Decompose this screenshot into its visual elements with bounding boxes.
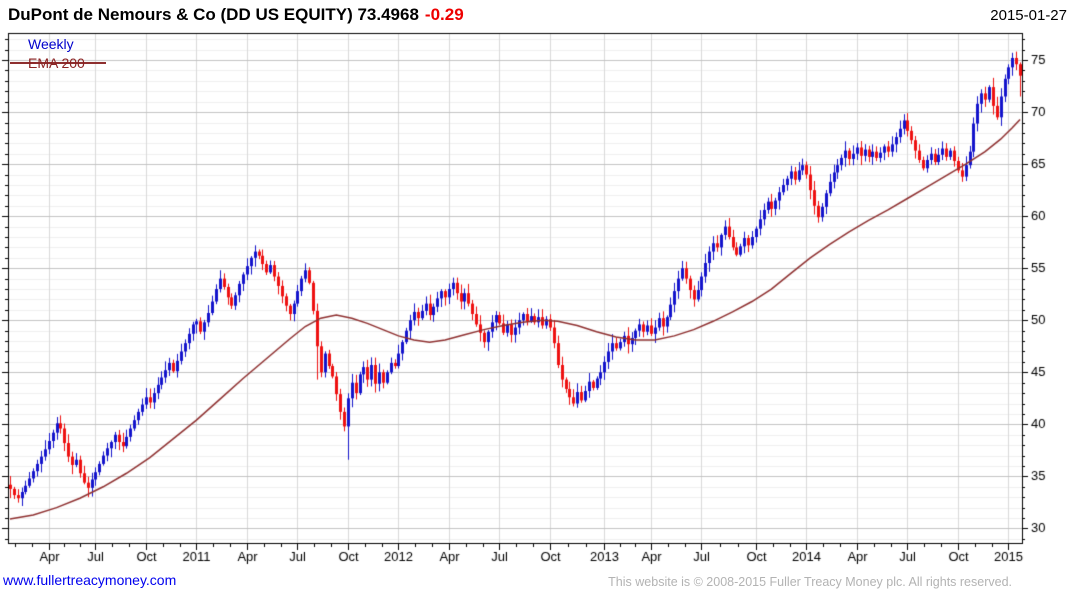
legend-interval-label: Weekly	[28, 36, 74, 52]
copyright-text: This website is © 2008-2015 Fuller Treac…	[608, 575, 1012, 589]
legend-ema-label: EMA 200	[28, 55, 85, 71]
instrument-title: DuPont de Nemours & Co (DD US EQUITY) 73…	[8, 5, 419, 24]
price-change: -0.29	[424, 5, 464, 24]
ema-legend-line-sample	[10, 62, 106, 64]
chart-title: DuPont de Nemours & Co (DD US EQUITY) 73…	[8, 5, 464, 25]
site-link[interactable]: www.fullertreacymoney.com	[3, 572, 177, 588]
chart-date: 2015-01-27	[990, 7, 1067, 24]
